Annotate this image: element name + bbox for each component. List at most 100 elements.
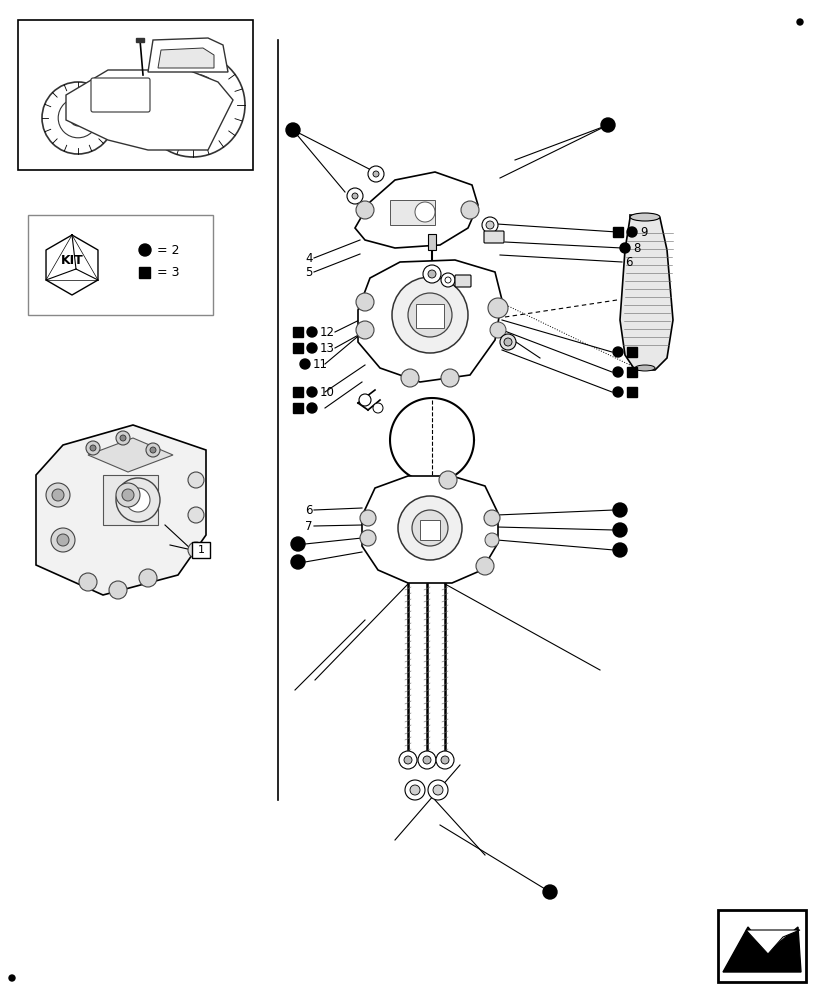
Bar (18, 20, 253, 170)
Circle shape (398, 496, 461, 560)
Polygon shape (619, 215, 672, 370)
Text: 8: 8 (632, 241, 639, 254)
Circle shape (433, 785, 442, 795)
Text: 12: 12 (319, 326, 335, 338)
Circle shape (150, 447, 155, 453)
Circle shape (400, 369, 418, 387)
Circle shape (367, 166, 384, 182)
Circle shape (188, 472, 203, 488)
Bar (415, 304, 443, 328)
Circle shape (139, 569, 157, 587)
Circle shape (356, 201, 374, 219)
Circle shape (58, 98, 98, 138)
Circle shape (612, 503, 626, 517)
Circle shape (359, 394, 370, 406)
Circle shape (543, 885, 557, 899)
Circle shape (612, 387, 622, 397)
Polygon shape (158, 48, 213, 68)
Circle shape (57, 534, 69, 546)
Text: 6: 6 (304, 504, 312, 516)
Bar (293, 327, 303, 337)
Circle shape (436, 751, 453, 769)
Circle shape (307, 343, 317, 353)
Circle shape (600, 118, 614, 132)
Polygon shape (88, 438, 173, 472)
Circle shape (481, 217, 497, 233)
Circle shape (399, 751, 417, 769)
Ellipse shape (629, 213, 659, 221)
Circle shape (484, 510, 500, 526)
Circle shape (412, 510, 447, 546)
Circle shape (90, 445, 96, 451)
Circle shape (307, 387, 317, 397)
Circle shape (122, 489, 134, 501)
Circle shape (146, 443, 160, 457)
Circle shape (418, 751, 436, 769)
Circle shape (360, 510, 375, 526)
Circle shape (356, 321, 374, 339)
Text: 7: 7 (304, 520, 312, 532)
Circle shape (612, 367, 622, 377)
Circle shape (188, 507, 203, 523)
Circle shape (428, 780, 447, 800)
Text: 11: 11 (313, 358, 327, 370)
Circle shape (70, 110, 86, 126)
Circle shape (360, 530, 375, 546)
Circle shape (126, 488, 150, 512)
Polygon shape (36, 425, 206, 595)
Polygon shape (361, 476, 497, 583)
Circle shape (626, 227, 636, 237)
Bar (612, 227, 622, 237)
Circle shape (487, 298, 508, 318)
Circle shape (414, 202, 434, 222)
Circle shape (428, 270, 436, 278)
Circle shape (285, 123, 299, 137)
Circle shape (504, 338, 511, 346)
Text: = 3: = 3 (157, 265, 179, 278)
Polygon shape (148, 38, 227, 72)
Text: 10: 10 (319, 385, 334, 398)
Circle shape (116, 431, 130, 445)
Circle shape (139, 244, 151, 256)
Circle shape (9, 975, 15, 981)
Circle shape (46, 483, 70, 507)
Circle shape (485, 221, 494, 229)
Circle shape (299, 359, 309, 369)
Bar (136, 38, 144, 42)
Circle shape (612, 543, 626, 557)
Circle shape (391, 277, 467, 353)
Bar (293, 343, 303, 353)
Text: KIT: KIT (60, 253, 84, 266)
Circle shape (356, 293, 374, 311)
Bar (419, 520, 439, 540)
Text: 6: 6 (624, 255, 632, 268)
Text: = 2: = 2 (157, 243, 179, 256)
Circle shape (441, 369, 458, 387)
Circle shape (347, 188, 362, 204)
Circle shape (408, 293, 452, 337)
Circle shape (476, 557, 494, 575)
Circle shape (796, 19, 802, 25)
Circle shape (86, 441, 100, 455)
Circle shape (612, 347, 622, 357)
Text: 9: 9 (639, 226, 647, 239)
Circle shape (116, 478, 160, 522)
Polygon shape (355, 172, 477, 248)
Bar (626, 387, 636, 397)
Bar (626, 367, 636, 377)
Bar (103, 475, 158, 525)
Bar (293, 403, 303, 413)
Circle shape (188, 542, 203, 558)
Circle shape (109, 581, 127, 599)
Circle shape (438, 471, 457, 489)
Circle shape (307, 327, 317, 337)
Circle shape (381, 201, 388, 207)
Circle shape (42, 82, 114, 154)
Text: 5: 5 (304, 265, 312, 278)
Bar (139, 266, 151, 277)
Circle shape (441, 756, 448, 764)
Circle shape (423, 265, 441, 283)
Circle shape (404, 780, 424, 800)
Circle shape (79, 573, 97, 591)
FancyBboxPatch shape (455, 275, 471, 287)
